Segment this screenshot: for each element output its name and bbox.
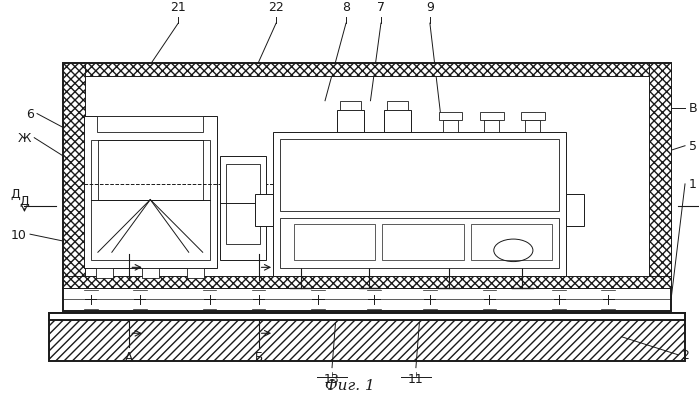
Text: 21: 21 [171, 1, 186, 14]
Bar [337, 110, 363, 132]
Text: 22: 22 [268, 1, 284, 14]
Bar [294, 225, 375, 261]
Text: А: А [125, 234, 134, 247]
Bar [566, 194, 584, 226]
Bar [49, 313, 685, 320]
Bar [280, 218, 559, 269]
Bar [96, 269, 113, 279]
Bar [63, 64, 85, 289]
Text: Ж: Ж [17, 132, 31, 145]
Bar [63, 64, 671, 289]
Bar [226, 164, 260, 245]
Bar [443, 120, 459, 132]
Bar [470, 225, 552, 261]
Bar [98, 140, 203, 200]
Bar [525, 120, 540, 132]
Bar [255, 194, 273, 226]
Bar [484, 120, 499, 132]
Bar [387, 101, 408, 110]
Text: Д: Д [20, 194, 29, 207]
Text: А: А [125, 350, 134, 363]
Bar [84, 116, 217, 269]
Bar [649, 64, 671, 289]
Bar [91, 140, 210, 261]
Text: 6: 6 [26, 108, 34, 121]
Bar [521, 113, 545, 120]
Text: 10: 10 [10, 228, 27, 241]
Text: 5: 5 [689, 140, 696, 153]
Text: Д: Д [10, 188, 20, 200]
Text: 1: 1 [689, 178, 696, 191]
Text: Б: Б [254, 234, 263, 247]
Text: Б: Б [254, 350, 263, 363]
Bar [63, 289, 671, 311]
Bar [142, 269, 159, 279]
Bar [220, 156, 266, 261]
Text: 8: 8 [342, 1, 350, 14]
Text: 13: 13 [324, 372, 340, 385]
Bar [340, 101, 361, 110]
Bar [480, 113, 503, 120]
Bar [187, 269, 204, 279]
Text: 2: 2 [682, 348, 689, 361]
Bar [49, 313, 685, 361]
Text: 9: 9 [426, 1, 434, 14]
Bar [280, 140, 559, 212]
Bar [97, 116, 203, 132]
Text: Фиг. 1: Фиг. 1 [324, 378, 375, 392]
Bar [382, 225, 463, 261]
Text: В: В [689, 102, 697, 115]
Bar [63, 64, 671, 77]
Bar [439, 113, 463, 120]
Bar [63, 276, 671, 289]
Text: 11: 11 [408, 372, 424, 385]
Bar [273, 132, 566, 277]
Text: 7: 7 [377, 1, 385, 14]
Bar [384, 110, 411, 132]
